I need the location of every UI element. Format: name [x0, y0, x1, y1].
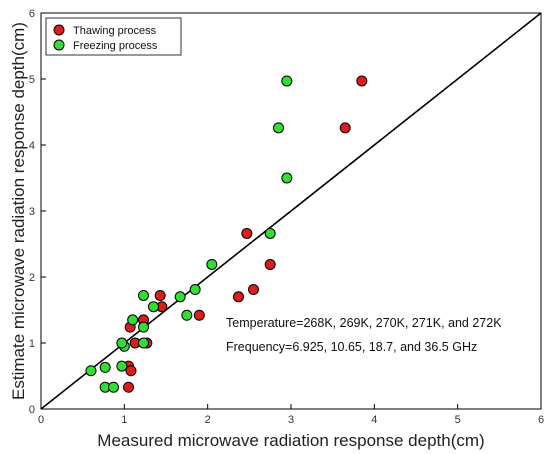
thawing-point: [123, 381, 134, 393]
x-tick-label: 6: [538, 414, 544, 426]
x-tick-label: 5: [455, 414, 461, 426]
freezing-point: [281, 75, 293, 87]
x-axis-ticks: 0 1 2 3 4 5 6: [38, 404, 544, 426]
y-tick-label: 4: [29, 140, 35, 152]
freezing-point: [148, 301, 159, 313]
thawing-point: [233, 291, 244, 303]
x-tick-label: 1: [121, 414, 127, 426]
x-tick-label: 0: [38, 414, 44, 426]
legend-marker-thawing: [53, 24, 65, 36]
annotation-temperature: Temperature=268K, 269K, 270K, 271K, and …: [226, 316, 502, 330]
thawing-point: [154, 289, 166, 301]
freezing-point: [281, 172, 293, 184]
freezing-point: [181, 309, 193, 321]
thawing-point: [193, 309, 205, 321]
annotation-frequency: Frequency=6.925, 10.65, 18.7, and 36.5 G…: [226, 340, 477, 354]
legend-marker-freezing: [53, 39, 65, 51]
y-tick-label: 3: [29, 206, 35, 218]
y-tick-label: 1: [29, 338, 35, 350]
thawing-point: [125, 365, 137, 377]
thawing-point: [339, 122, 351, 134]
y-tick-label: 0: [29, 404, 35, 416]
thawing-point: [356, 75, 368, 87]
legend: Thawing process Freezing process: [45, 17, 182, 56]
freezing-point: [138, 321, 149, 333]
freezing-point: [206, 258, 218, 270]
x-axis-title: Measured microwave radiation response de…: [97, 431, 484, 450]
x-tick-label: 2: [205, 414, 211, 426]
freezing-point: [116, 360, 128, 372]
x-tick-label: 3: [288, 414, 294, 426]
freezing-point: [85, 365, 97, 377]
data-points: [85, 75, 368, 393]
freezing-point: [273, 122, 284, 134]
x-tick-label: 4: [371, 414, 377, 426]
legend-label-thawing: Thawing process: [73, 25, 157, 37]
freezing-point: [127, 314, 139, 326]
freezing-point: [108, 381, 119, 393]
thawing-point: [241, 227, 253, 239]
y-tick-label: 5: [29, 74, 35, 86]
freezing-point: [116, 337, 128, 349]
y-tick-label: 2: [29, 272, 35, 284]
freezing-point: [174, 291, 186, 303]
freezing-point: [138, 337, 149, 349]
y-tick-label: 6: [29, 8, 35, 20]
thawing-point: [248, 284, 259, 296]
y-axis-title: Estimate microwave radiation response de…: [9, 22, 28, 400]
freezing-point: [138, 289, 149, 301]
freezing-point: [189, 284, 201, 296]
thawing-point: [264, 258, 276, 270]
freezing-point: [99, 361, 111, 373]
freezing-point: [264, 227, 276, 239]
legend-box: [45, 17, 182, 56]
legend-label-freezing: Freezing process: [73, 40, 158, 52]
